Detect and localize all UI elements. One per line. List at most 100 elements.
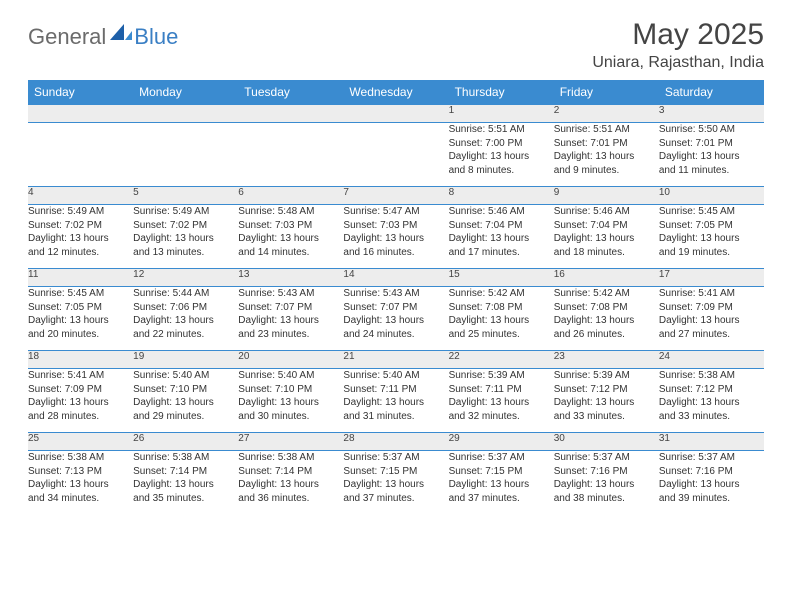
daylight-text: and 32 minutes. [449,410,554,424]
daylight-text: Daylight: 13 hours [659,314,764,328]
weekday-header: Thursday [449,80,554,105]
day-cell: Sunrise: 5:39 AMSunset: 7:12 PMDaylight:… [554,369,659,433]
day-cell: Sunrise: 5:37 AMSunset: 7:15 PMDaylight:… [449,451,554,515]
day-cell: Sunrise: 5:45 AMSunset: 7:05 PMDaylight:… [28,287,133,351]
daylight-text: and 30 minutes. [238,410,343,424]
day-number: 17 [659,269,764,287]
sunrise-text: Sunrise: 5:50 AM [659,123,764,137]
day-number: 24 [659,351,764,369]
day-number: 9 [554,187,659,205]
sunrise-text: Sunrise: 5:38 AM [133,451,238,465]
daylight-text: and 12 minutes. [28,246,133,260]
sunset-text: Sunset: 7:14 PM [133,465,238,479]
daylight-text: and 20 minutes. [28,328,133,342]
day-cell: Sunrise: 5:41 AMSunset: 7:09 PMDaylight:… [659,287,764,351]
weekday-header: Friday [554,80,659,105]
sunrise-text: Sunrise: 5:40 AM [238,369,343,383]
daylight-text: and 29 minutes. [133,410,238,424]
daylight-text: Daylight: 13 hours [659,396,764,410]
day-number: 29 [449,433,554,451]
day-cell: Sunrise: 5:40 AMSunset: 7:10 PMDaylight:… [238,369,343,433]
daylight-text: Daylight: 13 hours [449,396,554,410]
daylight-text: Daylight: 13 hours [343,314,448,328]
day-cell: Sunrise: 5:39 AMSunset: 7:11 PMDaylight:… [449,369,554,433]
month-title: May 2025 [592,18,764,52]
daylight-text: and 24 minutes. [343,328,448,342]
sunset-text: Sunset: 7:14 PM [238,465,343,479]
day-cell: Sunrise: 5:40 AMSunset: 7:10 PMDaylight:… [133,369,238,433]
day-cell: Sunrise: 5:47 AMSunset: 7:03 PMDaylight:… [343,205,448,269]
daylight-text: Daylight: 13 hours [554,396,659,410]
sunset-text: Sunset: 7:09 PM [659,301,764,315]
day-number: 23 [554,351,659,369]
day-number: 3 [659,105,764,123]
daylight-text: and 34 minutes. [28,492,133,506]
daylight-text: Daylight: 13 hours [238,232,343,246]
logo-text-blue: Blue [134,24,178,50]
sunrise-text: Sunrise: 5:42 AM [449,287,554,301]
day-cell: Sunrise: 5:48 AMSunset: 7:03 PMDaylight:… [238,205,343,269]
day-cell: Sunrise: 5:50 AMSunset: 7:01 PMDaylight:… [659,123,764,187]
day-number [343,105,448,123]
daylight-text: Daylight: 13 hours [449,314,554,328]
sunrise-text: Sunrise: 5:42 AM [554,287,659,301]
day-number-row: 45678910 [28,187,764,205]
day-cell: Sunrise: 5:51 AMSunset: 7:01 PMDaylight:… [554,123,659,187]
day-number: 13 [238,269,343,287]
sunrise-text: Sunrise: 5:38 AM [659,369,764,383]
daylight-text: and 38 minutes. [554,492,659,506]
sunset-text: Sunset: 7:09 PM [28,383,133,397]
day-number: 2 [554,105,659,123]
day-cell [238,123,343,187]
day-cell: Sunrise: 5:45 AMSunset: 7:05 PMDaylight:… [659,205,764,269]
sunrise-text: Sunrise: 5:37 AM [554,451,659,465]
logo: General Blue [28,24,178,50]
sunset-text: Sunset: 7:05 PM [28,301,133,315]
sunrise-text: Sunrise: 5:41 AM [659,287,764,301]
sunrise-text: Sunrise: 5:40 AM [343,369,448,383]
day-number: 14 [343,269,448,287]
daylight-text: Daylight: 13 hours [554,150,659,164]
sunset-text: Sunset: 7:10 PM [133,383,238,397]
daylight-text: and 35 minutes. [133,492,238,506]
sunset-text: Sunset: 7:08 PM [449,301,554,315]
sunrise-text: Sunrise: 5:38 AM [238,451,343,465]
sunset-text: Sunset: 7:05 PM [659,219,764,233]
day-number [28,105,133,123]
sunset-text: Sunset: 7:07 PM [238,301,343,315]
sunset-text: Sunset: 7:01 PM [659,137,764,151]
day-number: 22 [449,351,554,369]
daylight-text: and 13 minutes. [133,246,238,260]
sunrise-text: Sunrise: 5:45 AM [28,287,133,301]
day-number: 25 [28,433,133,451]
daylight-text: Daylight: 13 hours [133,478,238,492]
sunset-text: Sunset: 7:11 PM [449,383,554,397]
sunset-text: Sunset: 7:13 PM [28,465,133,479]
sunset-text: Sunset: 7:03 PM [343,219,448,233]
day-number: 1 [449,105,554,123]
day-number: 19 [133,351,238,369]
daylight-text: and 33 minutes. [659,410,764,424]
day-cell: Sunrise: 5:43 AMSunset: 7:07 PMDaylight:… [343,287,448,351]
sunrise-text: Sunrise: 5:39 AM [449,369,554,383]
daylight-text: Daylight: 13 hours [449,150,554,164]
day-cell: Sunrise: 5:37 AMSunset: 7:16 PMDaylight:… [659,451,764,515]
daylight-text: Daylight: 13 hours [554,232,659,246]
day-number: 18 [28,351,133,369]
weekday-header: Saturday [659,80,764,105]
sunrise-text: Sunrise: 5:39 AM [554,369,659,383]
daylight-text: Daylight: 13 hours [449,478,554,492]
daylight-text: and 28 minutes. [28,410,133,424]
day-cell: Sunrise: 5:38 AMSunset: 7:14 PMDaylight:… [133,451,238,515]
daylight-text: Daylight: 13 hours [28,478,133,492]
daylight-text: and 22 minutes. [133,328,238,342]
sunset-text: Sunset: 7:16 PM [554,465,659,479]
weekday-header: Tuesday [238,80,343,105]
sunrise-text: Sunrise: 5:47 AM [343,205,448,219]
day-number: 10 [659,187,764,205]
daylight-text: Daylight: 13 hours [238,478,343,492]
day-number: 27 [238,433,343,451]
daylight-text: and 16 minutes. [343,246,448,260]
day-number-row: 123 [28,105,764,123]
sunrise-text: Sunrise: 5:37 AM [343,451,448,465]
